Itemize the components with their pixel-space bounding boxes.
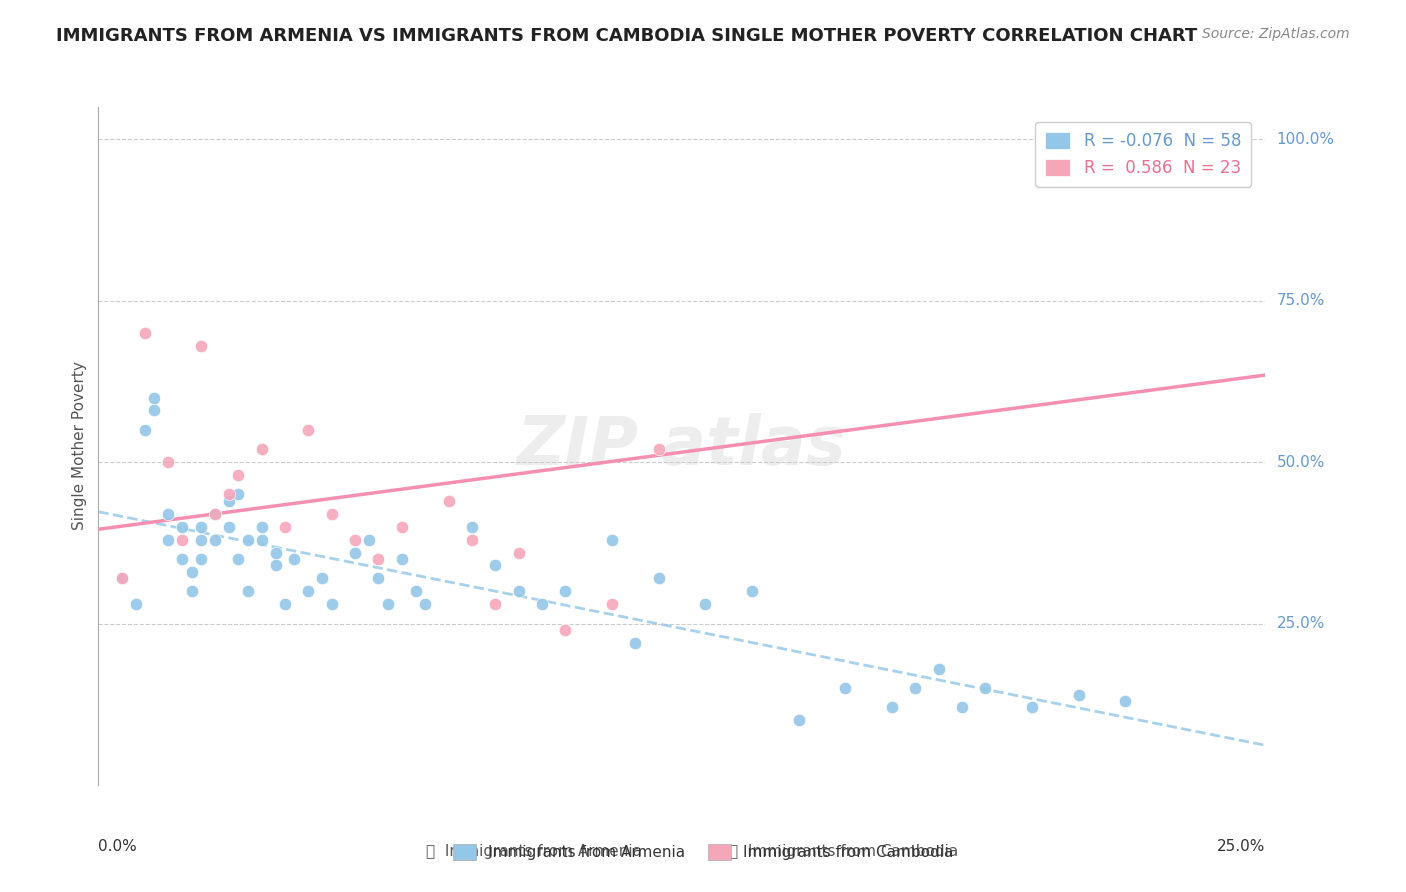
Point: [834, 681, 856, 695]
Text: 100.0%: 100.0%: [1277, 132, 1334, 147]
Point: [461, 519, 484, 533]
Point: [172, 533, 194, 547]
Point: [218, 494, 240, 508]
Point: [134, 423, 156, 437]
Y-axis label: Single Mother Poverty: Single Mother Poverty: [72, 361, 87, 531]
Point: [264, 545, 287, 559]
Point: [554, 623, 576, 637]
Point: [359, 533, 381, 547]
Point: [787, 714, 810, 728]
Point: [125, 597, 148, 611]
Legend: Immigrants from Armenia, Immigrants from Cambodia: Immigrants from Armenia, Immigrants from…: [447, 838, 959, 866]
Point: [413, 597, 436, 611]
Point: [1114, 145, 1136, 160]
Point: [190, 519, 212, 533]
Point: [157, 533, 180, 547]
Point: [508, 584, 530, 599]
Text: 🔵  Immigrants from Armenia: 🔵 Immigrants from Armenia: [426, 845, 643, 859]
Point: [530, 597, 553, 611]
Point: [484, 597, 506, 611]
Point: [1067, 688, 1090, 702]
Point: [367, 552, 389, 566]
Point: [157, 507, 180, 521]
Text: 50.0%: 50.0%: [1277, 455, 1324, 470]
Point: [228, 552, 250, 566]
Text: ZIP atlas: ZIP atlas: [517, 413, 846, 479]
Point: [180, 584, 202, 599]
Point: [391, 519, 413, 533]
Point: [172, 519, 194, 533]
Text: 25.0%: 25.0%: [1277, 616, 1324, 631]
Point: [274, 519, 297, 533]
Point: [367, 571, 389, 585]
Point: [624, 636, 647, 650]
Point: [695, 597, 717, 611]
Text: 25.0%: 25.0%: [1218, 839, 1265, 855]
Text: IMMIGRANTS FROM ARMENIA VS IMMIGRANTS FROM CAMBODIA SINGLE MOTHER POVERTY CORREL: IMMIGRANTS FROM ARMENIA VS IMMIGRANTS FR…: [56, 27, 1198, 45]
Point: [1114, 694, 1136, 708]
Point: [297, 423, 319, 437]
Point: [111, 571, 134, 585]
Point: [228, 468, 250, 483]
Point: [344, 533, 367, 547]
Point: [484, 558, 506, 573]
Point: [647, 571, 669, 585]
Point: [311, 571, 333, 585]
Point: [928, 662, 950, 676]
Point: [250, 442, 273, 457]
Point: [321, 507, 343, 521]
Point: [236, 533, 259, 547]
Point: [274, 597, 297, 611]
Point: [218, 487, 240, 501]
Point: [228, 487, 250, 501]
Point: [172, 552, 194, 566]
Point: [250, 533, 273, 547]
Text: Source: ZipAtlas.com: Source: ZipAtlas.com: [1202, 27, 1350, 41]
Point: [190, 552, 212, 566]
Point: [264, 558, 287, 573]
Text: 🔴  Immigrants from Cambodia: 🔴 Immigrants from Cambodia: [728, 845, 959, 859]
Point: [741, 584, 763, 599]
Point: [180, 565, 202, 579]
Point: [190, 533, 212, 547]
Point: [134, 326, 156, 340]
Point: [297, 584, 319, 599]
Point: [508, 545, 530, 559]
Point: [204, 507, 226, 521]
Point: [344, 545, 367, 559]
Point: [377, 597, 399, 611]
Point: [600, 597, 623, 611]
Point: [405, 584, 427, 599]
Point: [904, 681, 927, 695]
Point: [190, 339, 212, 353]
Point: [111, 571, 134, 585]
Point: [437, 494, 460, 508]
Point: [321, 597, 343, 611]
Point: [600, 533, 623, 547]
Point: [204, 507, 226, 521]
Legend: R = -0.076  N = 58, R =  0.586  N = 23: R = -0.076 N = 58, R = 0.586 N = 23: [1035, 122, 1251, 186]
Point: [143, 403, 166, 417]
Point: [391, 552, 413, 566]
Text: 0.0%: 0.0%: [98, 839, 138, 855]
Point: [218, 519, 240, 533]
Point: [461, 533, 484, 547]
Point: [236, 584, 259, 599]
Point: [950, 700, 973, 714]
Point: [204, 533, 226, 547]
Point: [880, 700, 903, 714]
Point: [1021, 700, 1043, 714]
Text: 75.0%: 75.0%: [1277, 293, 1324, 309]
Point: [974, 681, 997, 695]
Point: [157, 455, 180, 469]
Point: [647, 442, 669, 457]
Point: [554, 584, 576, 599]
Point: [283, 552, 305, 566]
Point: [143, 391, 166, 405]
Point: [250, 519, 273, 533]
